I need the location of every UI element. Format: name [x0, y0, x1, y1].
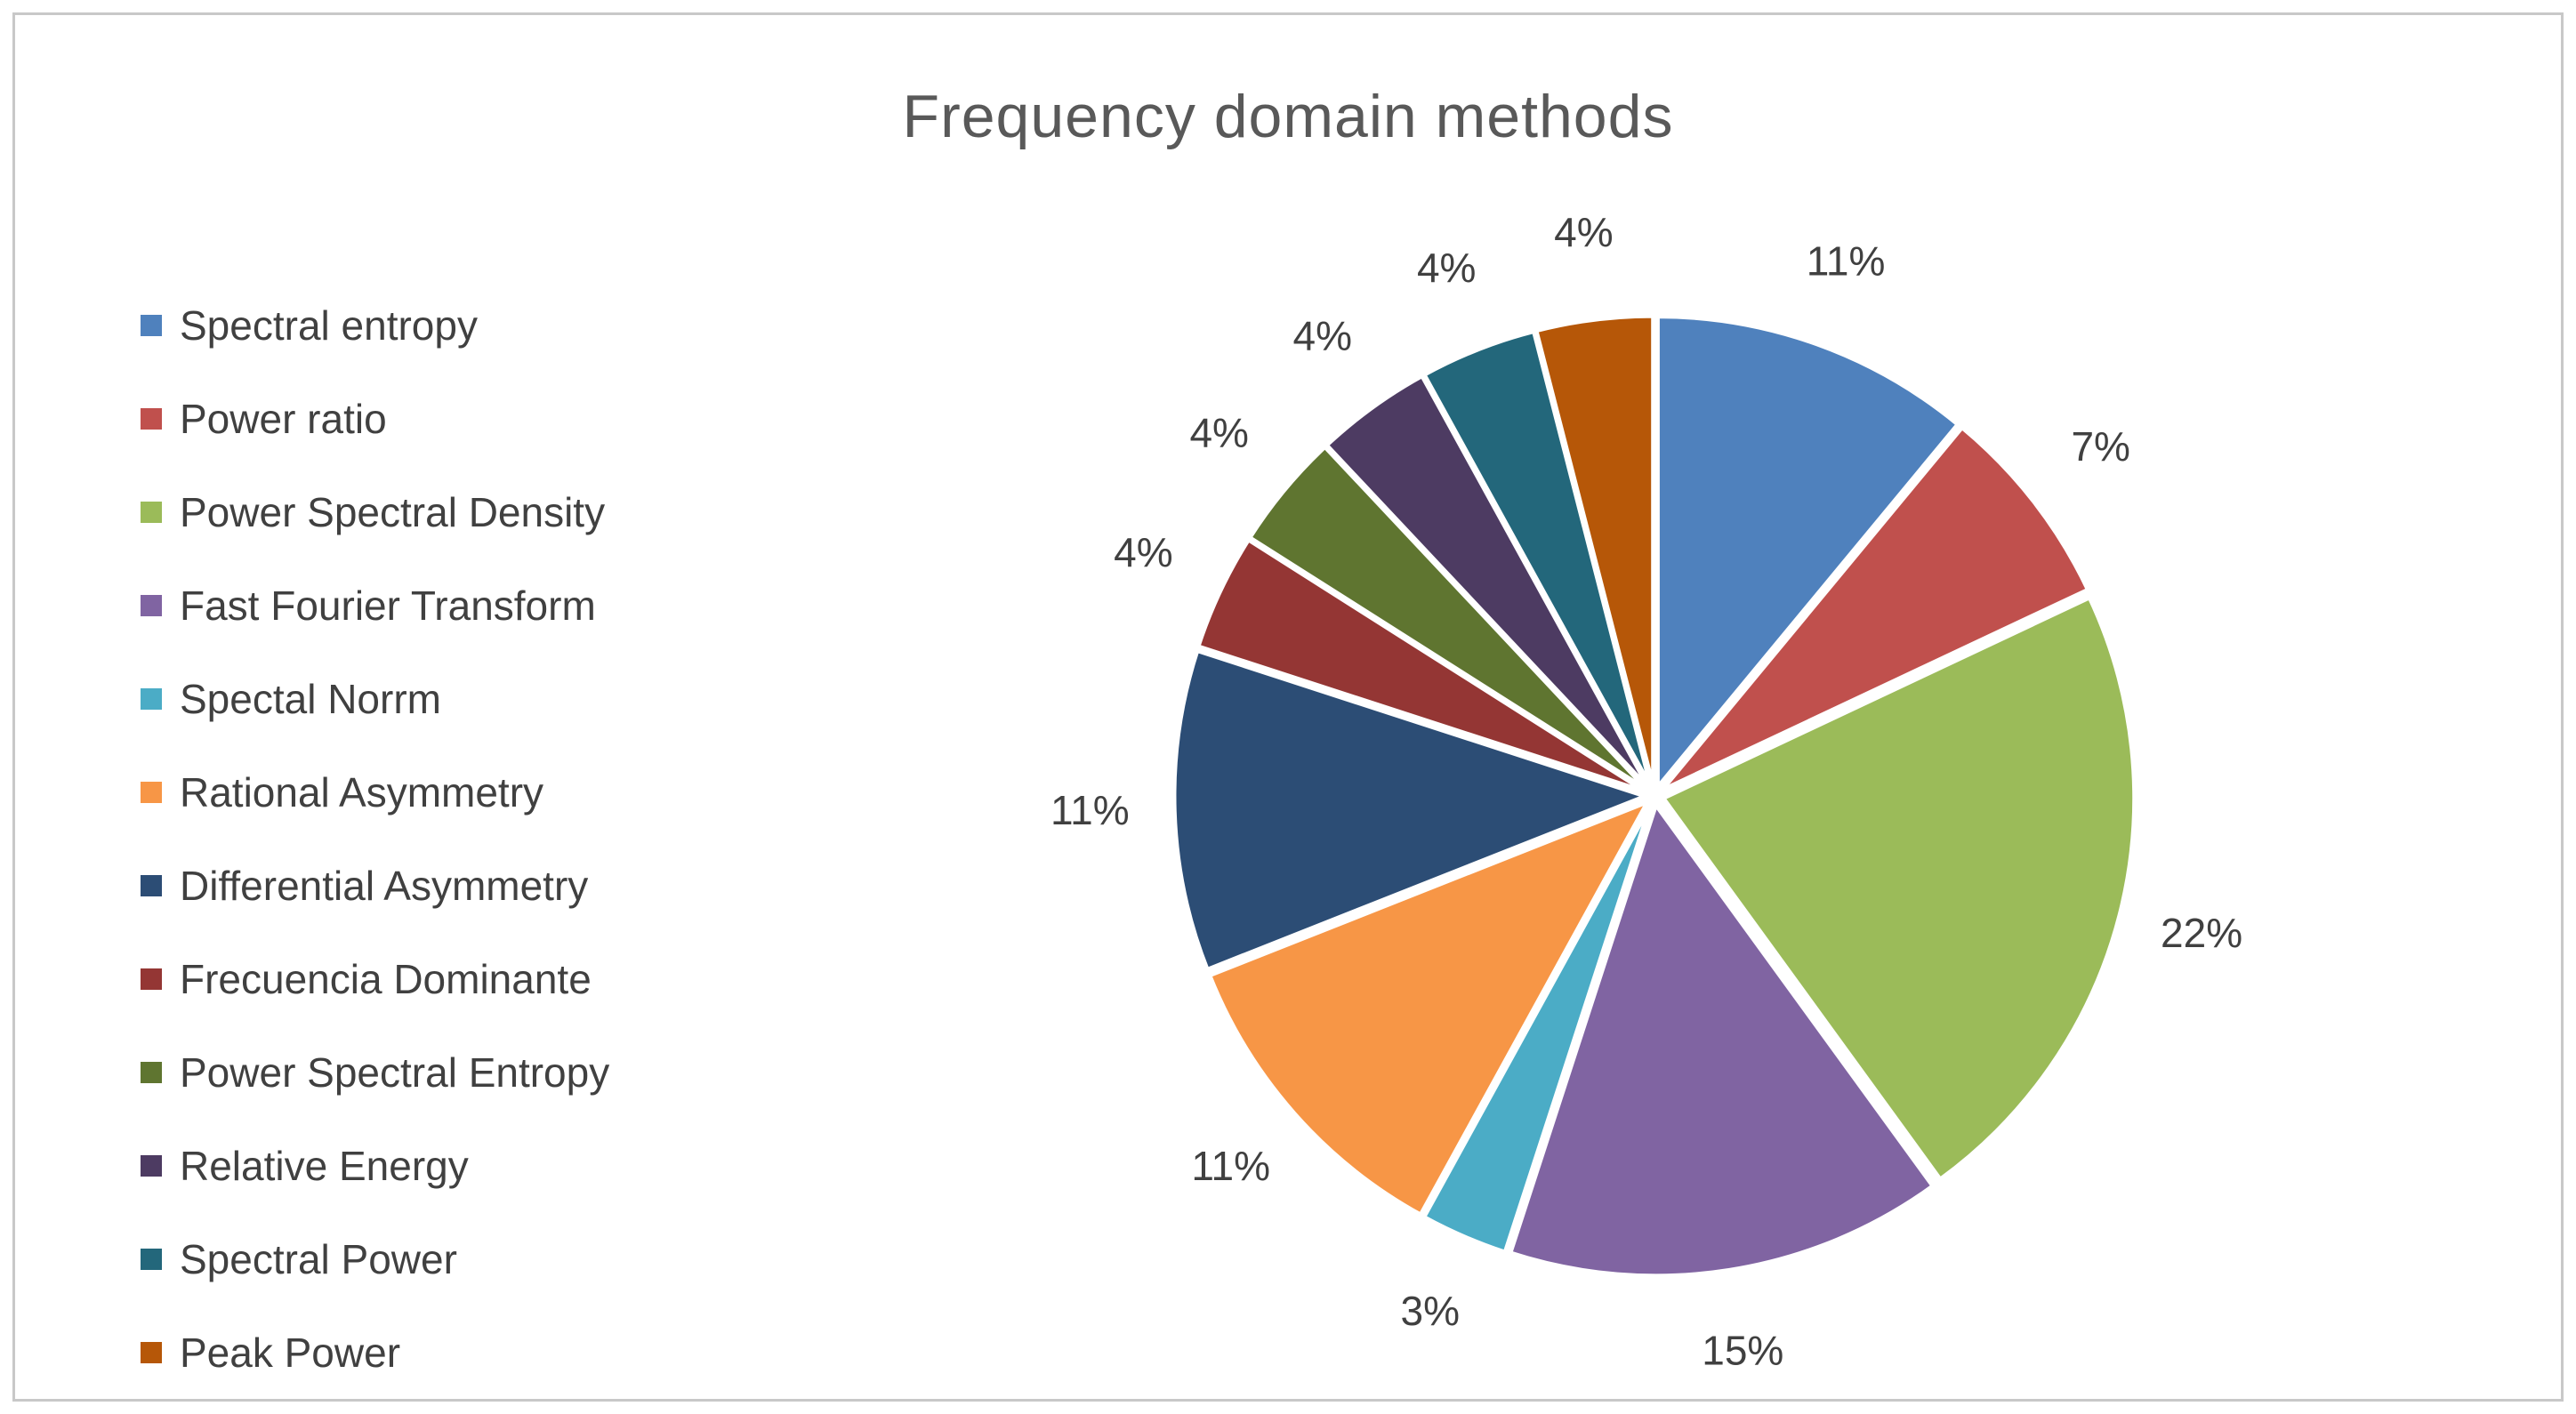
slice-data-label-1: 7%: [2071, 423, 2129, 470]
legend-item-8: Power Spectral Entropy: [141, 1049, 610, 1096]
legend-marker-icon: [141, 782, 162, 803]
legend-label: Spectral entropy: [180, 302, 478, 349]
legend-item-2: Power Spectral Density: [141, 489, 609, 535]
slice-data-label-7: 4%: [1114, 529, 1172, 575]
legend-label: Frecuencia Dominante: [180, 956, 592, 1002]
pie-slice-0: [1654, 314, 1960, 791]
legend-marker-icon: [141, 1155, 162, 1177]
legend-item-1: Power ratio: [141, 396, 609, 442]
pie-slice-5: [1207, 799, 1650, 1217]
legend-marker-icon: [141, 408, 162, 430]
legend-item-0: Spectral entropy: [141, 302, 609, 349]
slice-data-label-0: 11%: [1807, 238, 1886, 285]
legend-marker-icon: [141, 968, 162, 990]
legend-marker-icon: [141, 1249, 162, 1270]
legend-label: Power Spectral Density: [180, 489, 606, 535]
slice-data-label-5: 11%: [1191, 1143, 1270, 1189]
legend-marker-icon: [141, 502, 162, 523]
pie-slice-11: [1534, 313, 1656, 790]
pie-slice-4: [1421, 801, 1654, 1255]
legend-label: Power Spectral Entropy: [180, 1049, 610, 1096]
chart-legend: Spectral entropy Power ratio Power Spectra…: [141, 302, 610, 1376]
pie-slice-1: [1659, 425, 2090, 793]
legend-label: Spectral Power: [180, 1236, 457, 1282]
legend-label: Power ratio: [180, 396, 387, 442]
legend-item-9: Relative Energy: [141, 1143, 609, 1189]
pie-slice-9: [1324, 374, 1652, 791]
legend-item-11: Peak Power: [141, 1330, 609, 1376]
legend-marker-icon: [141, 688, 162, 710]
legend-marker-icon: [141, 875, 162, 896]
legend-marker-icon: [141, 315, 162, 336]
legend-label: Relative Energy: [180, 1143, 469, 1189]
slice-data-label-3: 15%: [1702, 1327, 1783, 1373]
legend-label: Fast Fourier Transform: [180, 582, 596, 629]
legend-label: Spectal Norrm: [180, 676, 441, 722]
slice-data-label-8: 4%: [1189, 409, 1248, 455]
legend-item-3: Fast Fourier Transform: [141, 582, 609, 629]
legend-marker-icon: [141, 595, 162, 616]
legend-item-10: Spectral Power: [141, 1236, 609, 1282]
slice-data-label-9: 4%: [1293, 312, 1352, 358]
slice-data-label-6: 11%: [1051, 787, 1130, 833]
slice-data-label-4: 3%: [1401, 1288, 1460, 1334]
pie-slice-6: [1171, 648, 1648, 972]
pie-slice-3: [1508, 802, 1936, 1279]
pie-slice-7: [1195, 537, 1649, 795]
legend-item-7: Frecuencia Dominante: [141, 956, 609, 1002]
legend-label: Peak Power: [180, 1330, 401, 1376]
legend-label: Differential Asymmetry: [180, 863, 589, 909]
legend-item-6: Differential Asymmetry: [141, 863, 609, 909]
slice-data-label-2: 22%: [2161, 910, 2242, 956]
legend-label: Rational Asymmetry: [180, 769, 544, 815]
legend-marker-icon: [141, 1342, 162, 1363]
slice-data-label-10: 4%: [1417, 245, 1476, 291]
slice-data-label-11: 4%: [1554, 209, 1613, 255]
legend-item-5: Rational Asymmetry: [141, 769, 609, 815]
legend-item-4: Spectal Norrm: [141, 676, 609, 722]
pie-slice-2: [1661, 595, 2137, 1182]
legend-marker-icon: [141, 1062, 162, 1083]
chart-title: Frequency domain methods: [902, 83, 1674, 150]
